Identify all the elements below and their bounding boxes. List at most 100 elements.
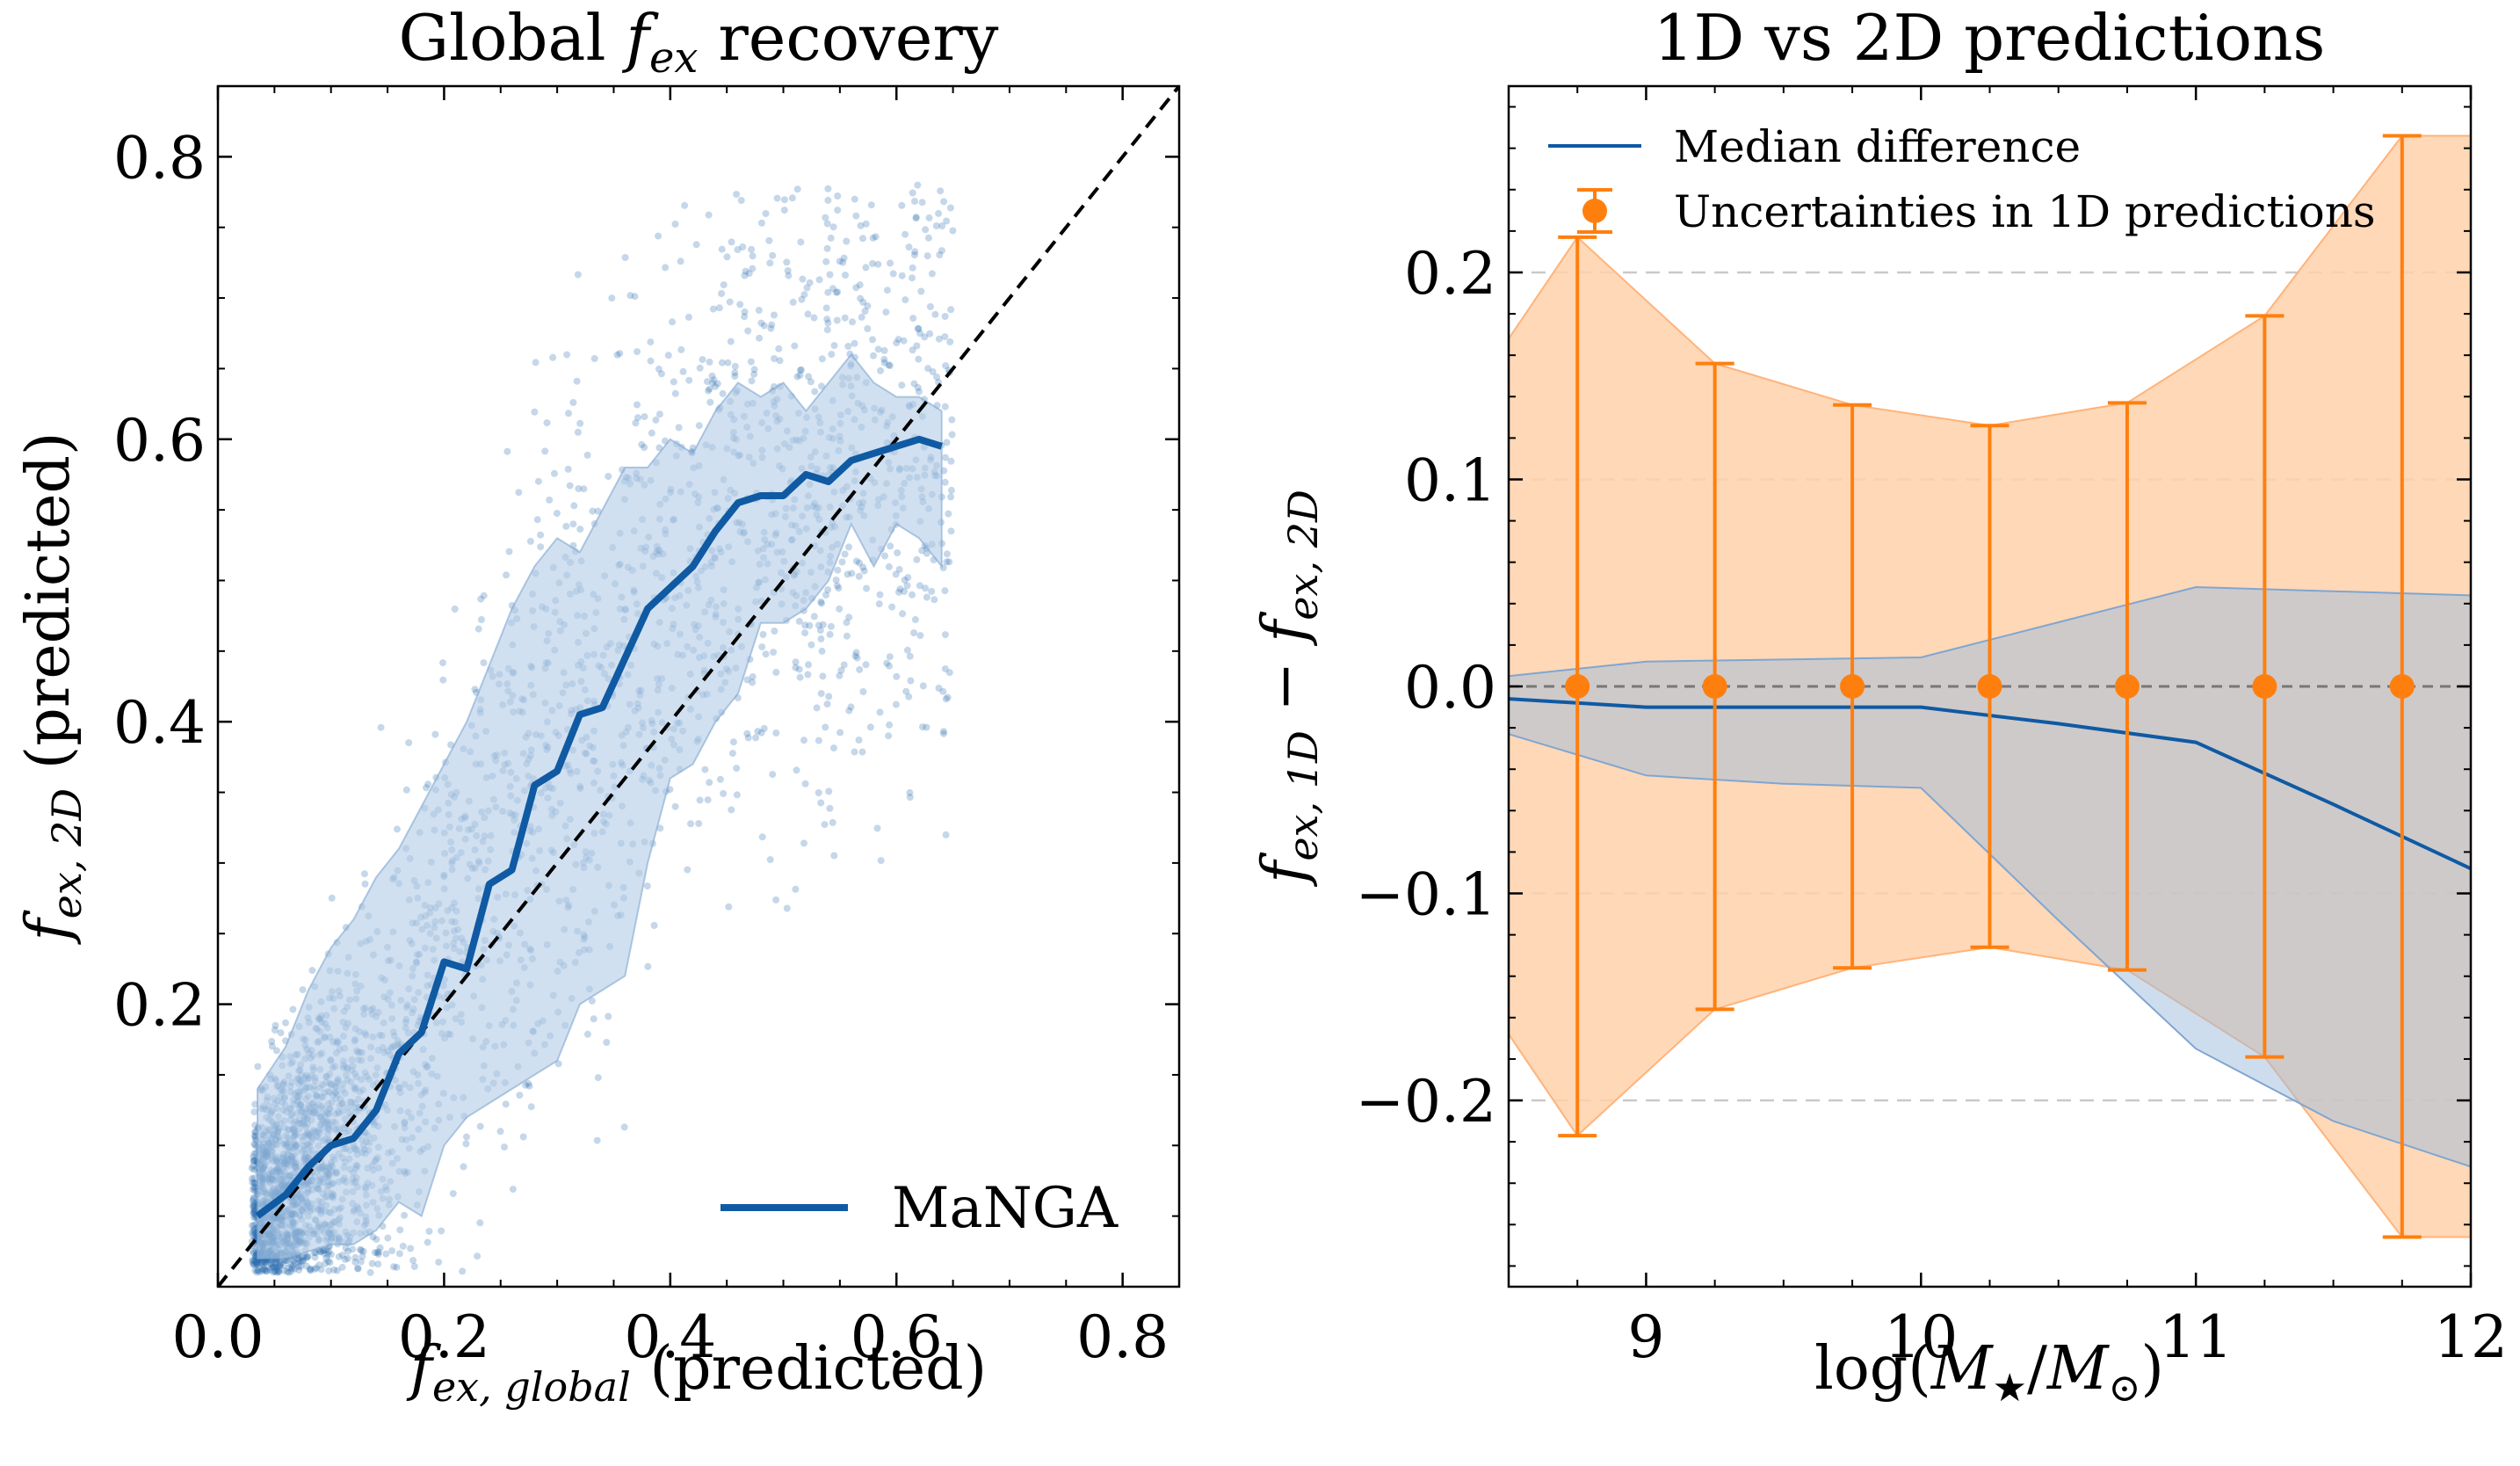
scatter-point [554,1060,562,1068]
scatter-point [834,566,842,574]
scatter-point [886,362,894,369]
scatter-point [822,723,829,731]
scatter-point [935,335,943,343]
scatter-point [772,729,780,737]
scatter-point [911,198,918,205]
scatter-point [316,1248,324,1256]
scatter-point [253,1259,261,1266]
scatter-point [272,1267,279,1275]
scatter-point [795,665,803,673]
scatter-point [946,204,954,212]
scatter-point [259,1258,267,1266]
y-tick-label: 0.6 [113,407,206,475]
scatter-point [923,723,931,731]
scatter-point [905,243,913,251]
error-bar-point [2245,314,2285,1059]
scatter-point [294,1255,302,1263]
scatter-point [760,322,768,330]
scatter-point [685,376,693,384]
scatter-point [253,1260,261,1268]
scatter-point [344,1247,352,1255]
scatter-point [634,414,641,422]
scatter-point [877,366,884,374]
scatter-point [845,543,852,551]
scatter-point [796,366,804,374]
scatter-point [289,1005,297,1013]
scatter-point [898,272,906,279]
scatter-point [684,313,692,321]
scatter-point [757,319,765,327]
scatter-point [914,384,922,391]
scatter-point [277,1029,285,1037]
scatter-point [330,1266,338,1274]
scatter-point [792,664,800,671]
scatter-point [338,1252,346,1259]
scatter-point [373,1249,381,1257]
scatter-point [762,650,770,658]
scatter-point [603,1039,611,1046]
scatter-point [800,291,808,299]
scatter-point [565,410,572,417]
scatter-point [307,1265,315,1273]
scatter-point [594,507,602,515]
scatter-point [368,1259,376,1267]
scatter-point [892,700,900,708]
scatter-point [382,1250,390,1258]
scatter-point [928,587,936,595]
scatter-point [474,1252,482,1260]
scatter-point [349,1245,357,1253]
left-legend: MaNGA [721,1176,1119,1241]
scatter-point [796,371,804,379]
scatter-point [915,388,923,396]
scatter-point [873,824,881,832]
scatter-point [315,1261,323,1269]
scatter-point [374,1260,382,1268]
scatter-point [940,728,947,736]
scatter-point [877,857,885,865]
scatter-point [250,1158,257,1165]
scatter-point [898,381,906,389]
scatter-point [313,1264,321,1272]
scatter-point [275,1262,283,1270]
scatter-point [249,1202,257,1210]
scatter-point [905,693,913,700]
scatter-point [295,1266,303,1274]
left-xlabel: fex, global (predicted) [406,1334,987,1411]
scatter-point [841,550,849,558]
scatter-point [634,401,641,409]
scatter-point [249,1231,257,1239]
scatter-point [818,647,826,655]
scatter-point [357,1258,365,1266]
scatter-point [295,1263,303,1270]
scatter-point [706,385,713,393]
scatter-point [815,789,822,796]
scatter-point [390,1263,397,1271]
scatter-point [825,693,833,700]
scatter-point [303,1262,310,1270]
identity-line [218,86,1179,1287]
right-title: 1D vs 2D predictions [1654,1,2326,75]
scatter-point [671,221,679,228]
scatter-point [874,345,882,353]
scatter-point [644,962,652,970]
scatter-point [932,222,940,229]
right-ticks: 9 10 11 12 −0.2 −0.1 0.0 0.1 0.2 [1356,86,2508,1371]
scatter-point [852,284,860,292]
scatter-point [249,1257,257,1264]
scatter-point [573,377,581,385]
scatter-point [756,334,764,342]
y-tick-label: 0.2 [1404,240,1496,308]
scatter-point [250,1228,258,1236]
scatter-point [856,559,863,567]
scatter-point [911,248,919,256]
scatter-point [883,287,891,294]
scatter-point [251,1261,259,1269]
scatter-point [924,365,932,373]
scatter-point [655,410,663,418]
left-ticks: 0.0 0.2 0.4 0.6 0.8 0.2 0.4 0.6 0.8 [113,86,1179,1371]
scatter-point [914,181,922,189]
scatter-point [638,440,646,448]
scatter-point [749,265,757,272]
scatter-point [852,649,860,657]
scatter-point [275,1268,283,1276]
